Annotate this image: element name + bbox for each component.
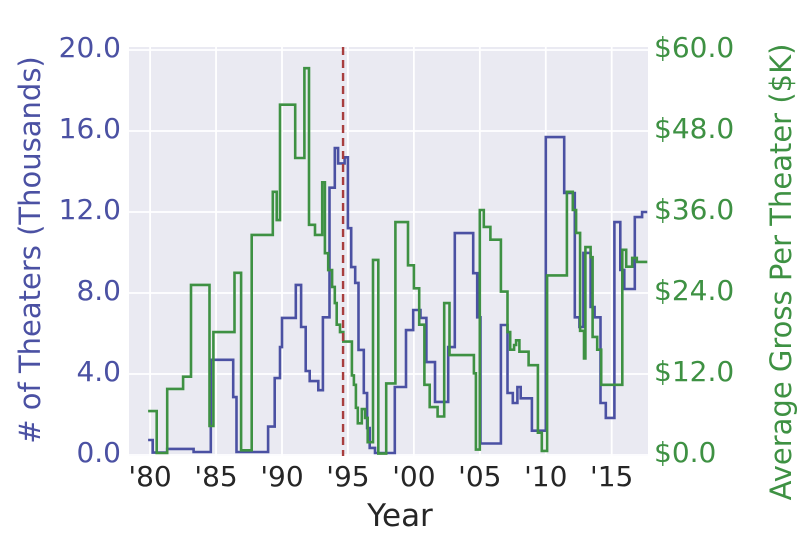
x-tick-label: '05 bbox=[458, 460, 502, 493]
gross-series-line bbox=[148, 66, 648, 455]
y-left-tick-label: 0.0 bbox=[76, 436, 121, 469]
x-tick-label: '80 bbox=[128, 460, 172, 493]
y-right-tick-label: $48.0 bbox=[654, 112, 735, 145]
x-tick-label: '95 bbox=[326, 460, 370, 493]
y-right-tick-label: $36.0 bbox=[654, 193, 735, 226]
y-right-tick-label: $0.0 bbox=[654, 436, 717, 469]
y-right-tick-label: $24.0 bbox=[654, 274, 735, 307]
y-right-tick-label: $60.0 bbox=[654, 31, 735, 64]
x-tick-label: '90 bbox=[260, 460, 304, 493]
y-left-tick-label: 20.0 bbox=[58, 31, 121, 64]
right-axis-title: Average Gross Per Theater ($K) bbox=[764, 43, 798, 501]
theaters-series-line bbox=[148, 135, 648, 455]
plot-background bbox=[129, 47, 648, 456]
y-left-tick-label: 8.0 bbox=[76, 274, 121, 307]
left-axis-title: # of Theaters (Thousands) bbox=[13, 56, 47, 444]
x-tick-label: '10 bbox=[524, 460, 568, 493]
y-left-tick-label: 12.0 bbox=[58, 193, 121, 226]
x-tick-label: '00 bbox=[392, 460, 436, 493]
y-left-tick-label: 16.0 bbox=[58, 112, 121, 145]
y-left-tick-label: 4.0 bbox=[76, 355, 121, 388]
x-axis-title: Year bbox=[367, 498, 433, 534]
x-tick-label: '15 bbox=[590, 460, 634, 493]
x-tick-label: '85 bbox=[194, 460, 238, 493]
y-right-tick-label: $12.0 bbox=[654, 355, 735, 388]
